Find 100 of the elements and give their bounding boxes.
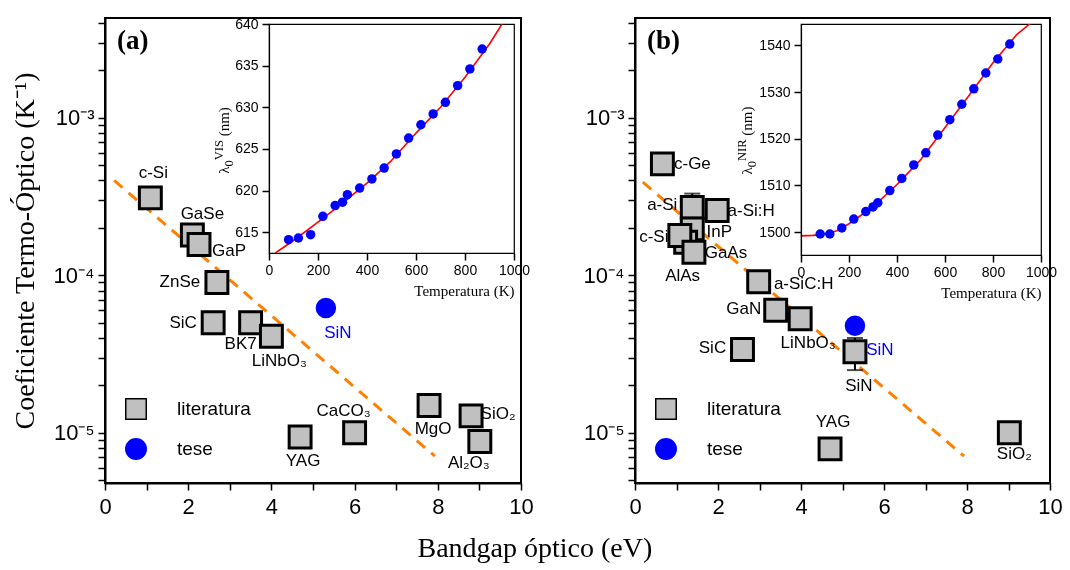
annotation: YAG bbox=[285, 451, 321, 471]
point bbox=[379, 163, 389, 173]
y-tick-label: 10⁻³ bbox=[585, 105, 625, 131]
point bbox=[477, 44, 487, 54]
point bbox=[342, 189, 353, 200]
x-tick-label: 2 bbox=[182, 493, 195, 519]
point bbox=[730, 337, 755, 362]
point bbox=[921, 148, 931, 158]
annotation: SiN bbox=[866, 339, 894, 359]
annotation: GaAs bbox=[704, 243, 748, 263]
point bbox=[825, 229, 835, 239]
annotation: c-Si bbox=[138, 162, 168, 182]
point bbox=[293, 233, 304, 243]
point bbox=[969, 84, 979, 94]
point bbox=[465, 64, 475, 74]
x-tick-label: 6 bbox=[348, 493, 362, 519]
point bbox=[440, 97, 451, 108]
point bbox=[186, 231, 212, 257]
point bbox=[458, 403, 484, 429]
annotation: LiNbO₃ bbox=[251, 351, 307, 371]
x-axis-title: Bandgap óptico (eV) bbox=[417, 532, 653, 564]
annotation: CaCO₃ bbox=[316, 400, 371, 420]
y-tick-label: 635 bbox=[235, 57, 259, 74]
x-tick-label: 0 bbox=[265, 261, 274, 278]
x-tick-label: 6 bbox=[878, 493, 891, 519]
y-tick-label: 620 bbox=[235, 182, 259, 199]
legend-label: literatura bbox=[707, 398, 782, 419]
point bbox=[342, 420, 368, 446]
point bbox=[909, 160, 919, 170]
point bbox=[305, 229, 316, 240]
y-tick-label: 1520 bbox=[759, 130, 791, 147]
point bbox=[337, 197, 348, 207]
point bbox=[428, 109, 438, 119]
point bbox=[957, 99, 967, 109]
x-tick-label: 200 bbox=[837, 263, 862, 280]
point bbox=[993, 54, 1003, 64]
x-tick-label: 4 bbox=[265, 493, 279, 519]
y-tick-label: 1540 bbox=[759, 36, 791, 53]
point bbox=[681, 239, 707, 265]
point bbox=[897, 173, 907, 184]
annotation: SiN bbox=[845, 375, 873, 395]
point bbox=[842, 339, 868, 365]
x-tick-label: 0 bbox=[629, 493, 642, 519]
point bbox=[885, 185, 895, 196]
legend-label: literatura bbox=[177, 398, 252, 419]
y-tick-label: 640 bbox=[235, 15, 259, 32]
x-tick-label: 200 bbox=[306, 261, 331, 278]
y-axis-title: Coeficiente Termo-Óptico (K⁻¹) bbox=[8, 72, 40, 430]
annotation: BK7 bbox=[224, 333, 257, 353]
y-tick-label: 625 bbox=[235, 140, 259, 157]
point bbox=[391, 149, 402, 159]
y-tick-label: 630 bbox=[235, 98, 259, 115]
point bbox=[763, 297, 789, 323]
x-tick-label: 10 bbox=[1038, 493, 1063, 519]
annotation: SiC bbox=[698, 338, 727, 358]
point bbox=[283, 234, 294, 245]
x-tick-label: 600 bbox=[404, 261, 429, 278]
y-tick-label: 1500 bbox=[759, 223, 791, 240]
y-tick-label: 10⁻³ bbox=[55, 105, 95, 131]
x-tick-label: 2 bbox=[712, 493, 725, 519]
point bbox=[315, 297, 337, 319]
point bbox=[367, 174, 377, 184]
point bbox=[452, 80, 463, 91]
annotation: Al₂O₃ bbox=[447, 452, 490, 472]
y-tick-label: 10⁻⁵ bbox=[53, 420, 95, 446]
x-axis-title: Temperatura (K) bbox=[414, 282, 515, 300]
y-tick-label: 10⁻⁵ bbox=[583, 420, 625, 446]
point bbox=[837, 223, 847, 233]
point bbox=[200, 310, 226, 336]
point bbox=[403, 133, 414, 143]
line-series bbox=[274, 24, 503, 253]
x-tick-label: 400 bbox=[885, 263, 910, 280]
annotation: YAG bbox=[815, 411, 851, 431]
point bbox=[204, 270, 230, 295]
point bbox=[137, 185, 163, 211]
point bbox=[287, 424, 313, 450]
chart-title: (a) bbox=[117, 25, 149, 55]
point bbox=[330, 200, 340, 211]
annotation: SiN bbox=[324, 322, 352, 342]
point bbox=[945, 114, 955, 125]
annotation: InP bbox=[706, 221, 733, 241]
point bbox=[996, 420, 1022, 446]
x-tick-label: 4 bbox=[795, 493, 808, 519]
y-tick-label: 1510 bbox=[759, 176, 791, 193]
point bbox=[704, 198, 730, 223]
y-tick-label: 10⁻⁴ bbox=[53, 262, 95, 288]
annotation: GaP bbox=[212, 241, 247, 261]
chart-title: (b) bbox=[647, 25, 680, 55]
point bbox=[649, 151, 675, 177]
point bbox=[787, 306, 813, 332]
point bbox=[1005, 39, 1015, 49]
point bbox=[849, 214, 859, 224]
annotation: GaN bbox=[726, 299, 762, 319]
point bbox=[861, 206, 871, 217]
legend-label: tese bbox=[177, 438, 213, 459]
y-tick-label: 1530 bbox=[759, 83, 791, 100]
x-tick-label: 8 bbox=[432, 493, 445, 519]
x-tick-label: 10 bbox=[509, 493, 534, 519]
point bbox=[844, 315, 866, 336]
x-tick-label: 0 bbox=[99, 493, 112, 519]
